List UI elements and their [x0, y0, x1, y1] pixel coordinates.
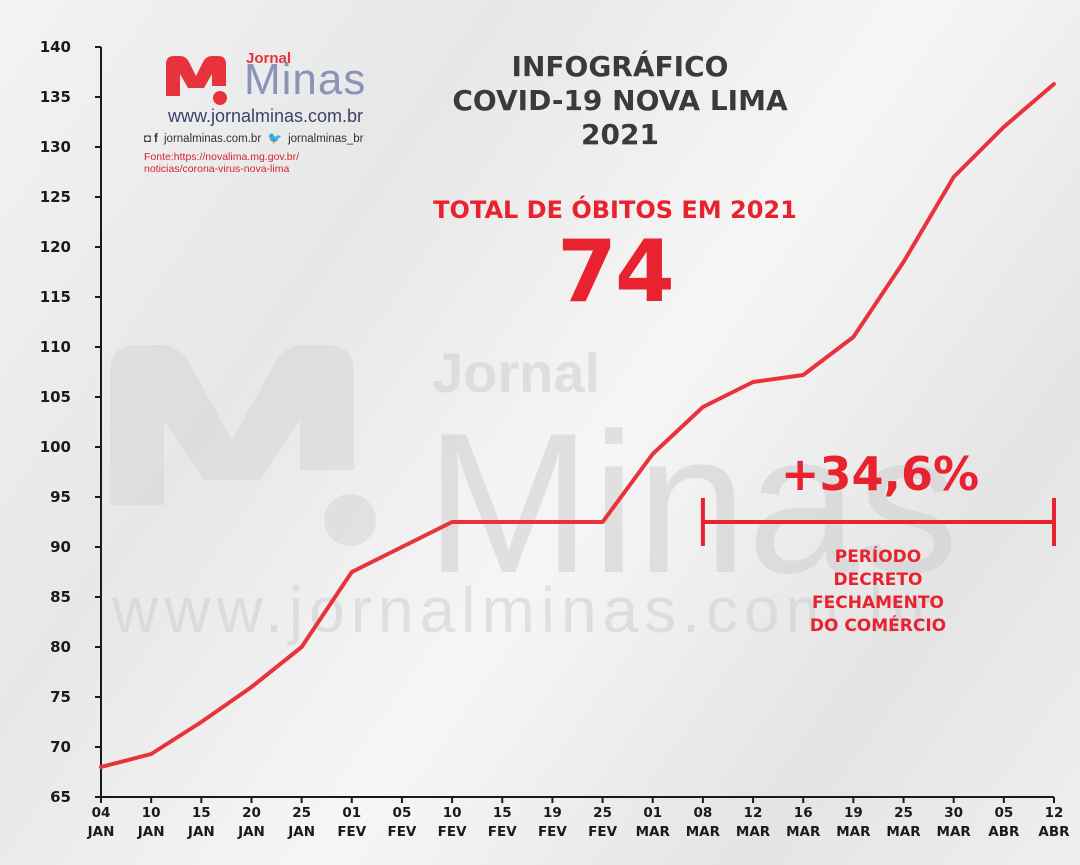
x-tick-day: 30	[944, 805, 963, 821]
y-tick-label: 140	[40, 38, 71, 56]
x-tick-month: FEV	[488, 824, 517, 840]
source-note: Fonte:https://novalima.mg.gov.br/ notici…	[144, 151, 299, 175]
y-tick-label: 110	[40, 338, 71, 356]
logo-url: www.jornalminas.com.br	[168, 106, 364, 126]
increase-percent: +34,6%	[780, 447, 980, 501]
y-tick-label: 100	[40, 438, 71, 456]
x-tick-month: MAR	[836, 824, 871, 840]
x-tick-day: 10	[142, 805, 161, 821]
x-tick-month: FEV	[438, 824, 467, 840]
x-tick-month: FEV	[337, 824, 366, 840]
period-line-4: DO COMÉRCIO	[809, 616, 947, 636]
y-tick-label: 65	[50, 788, 71, 806]
title-line-1: INFOGRÁFICO	[511, 50, 729, 83]
decree-period-bracket	[700, 498, 1056, 546]
x-tick-day: 16	[794, 805, 813, 821]
twitter-icon: 🐦	[267, 133, 282, 145]
facebook-icon: f	[153, 133, 158, 145]
x-tick-month: JAN	[87, 824, 115, 840]
x-tick-month: MAR	[736, 824, 771, 840]
x-tick-month: MAR	[786, 824, 821, 840]
x-tick-month: JAN	[187, 824, 215, 840]
logo-mark	[162, 50, 402, 120]
y-tick-label: 70	[50, 738, 71, 756]
y-tick-label: 105	[40, 388, 71, 406]
deaths-series-line	[99, 82, 1056, 769]
x-tick-day: 25	[593, 805, 612, 821]
y-tick-label: 80	[50, 638, 71, 656]
decree-period-label: PERÍODO DECRETO FECHAMENTO DO COMÉRCIO	[778, 546, 978, 638]
x-tick-month: FEV	[538, 824, 567, 840]
x-tick-month: MAR	[636, 824, 671, 840]
watermark: Jornal Minas www.jornalminas.com.br	[110, 341, 959, 646]
y-tick-label: 120	[40, 238, 71, 256]
watermark-word-small: Jornal	[432, 341, 600, 404]
x-tick-month: MAR	[886, 824, 921, 840]
title-line-3: 2021	[581, 118, 659, 151]
x-tick-day: 05	[994, 805, 1013, 821]
x-tick-month: MAR	[937, 824, 972, 840]
y-tick-label: 85	[50, 588, 71, 606]
x-tick-day: 10	[443, 805, 462, 821]
x-tick-month: ABR	[988, 824, 1020, 840]
watermark-logo-dot	[324, 494, 376, 546]
y-tick-label: 75	[50, 688, 71, 706]
x-tick-day: 25	[292, 805, 311, 821]
x-tick-month: MAR	[686, 824, 721, 840]
x-tick-day: 01	[643, 805, 662, 821]
x-tick-day: 19	[844, 805, 863, 821]
logo-word-large: Minas	[244, 55, 367, 104]
period-line-1: PERÍODO	[834, 547, 922, 567]
x-tick-day: 25	[894, 805, 913, 821]
y-tick-label: 125	[40, 188, 71, 206]
x-tick-month: FEV	[387, 824, 416, 840]
x-tick-month: JAN	[287, 824, 315, 840]
source-line-1: Fonte:https://novalima.mg.gov.br/	[144, 151, 300, 163]
chart-title: INFOGRÁFICO COVID-19 NOVA LIMA 2021	[420, 50, 820, 152]
x-tick-day: 19	[543, 805, 562, 821]
watermark-logo-m	[110, 345, 354, 505]
logo-word-small: Jornal	[246, 50, 292, 67]
y-tick-group: 65 70 75 80 85 90 95 100 105 110 115 120 125 130 135 14…	[40, 38, 101, 806]
y-tick-label: 130	[40, 138, 71, 156]
social-site: jornalminas.com.br	[164, 133, 262, 145]
x-tick-day: 01	[342, 805, 361, 821]
title-line-2: COVID-19 NOVA LIMA	[452, 84, 788, 117]
total-deaths-label: TOTAL DE ÓBITOS EM 2021	[433, 196, 797, 224]
x-tick-day: 12	[1045, 805, 1064, 821]
y-tick-label: 115	[40, 288, 71, 306]
x-tick-day: 12	[744, 805, 763, 821]
y-tick-label: 95	[50, 488, 71, 506]
x-tick-group: 04 JAN 10 JAN 15 JAN 20 JAN 25 JAN 01 FEV 05 FEV 10 FEV…	[87, 797, 1070, 840]
instagram-icon: ◘	[144, 133, 151, 145]
source-line-2: noticias/corona-virus-nova-lima	[144, 163, 290, 175]
period-line-2: DECRETO	[833, 570, 923, 590]
logo-m-icon	[166, 56, 227, 105]
x-tick-day: 15	[192, 805, 211, 821]
y-tick-label: 90	[50, 538, 71, 556]
x-tick-day: 04	[92, 805, 111, 821]
x-tick-month: JAN	[237, 824, 265, 840]
social-handle: jornalminas_br	[288, 133, 364, 145]
period-line-3: FECHAMENTO	[812, 593, 944, 613]
total-deaths-value: 74	[557, 222, 675, 322]
watermark-url: www.jornalminas.com.br	[111, 574, 938, 646]
x-tick-day: 20	[242, 805, 261, 821]
social-row: ◘ f jornalminas.com.br 🐦 jornalminas_br	[144, 131, 364, 145]
y-tick-label: 135	[40, 88, 71, 106]
x-tick-month: FEV	[588, 824, 617, 840]
x-tick-month: JAN	[137, 824, 165, 840]
x-tick-day: 05	[393, 805, 412, 821]
x-tick-day: 08	[693, 805, 712, 821]
x-tick-month: ABR	[1038, 824, 1070, 840]
x-tick-day: 15	[493, 805, 512, 821]
watermark-word-large: Minas	[425, 392, 959, 615]
